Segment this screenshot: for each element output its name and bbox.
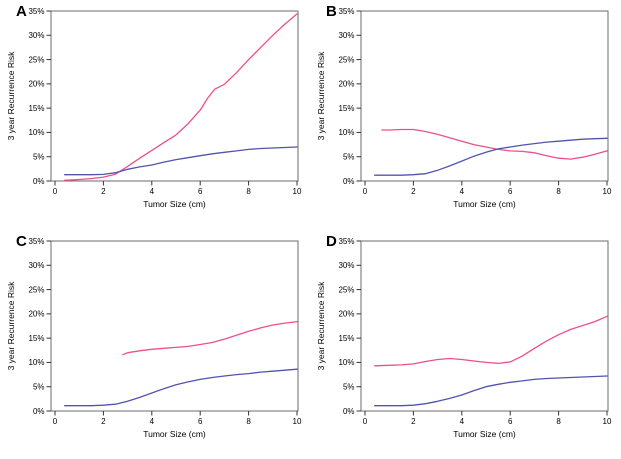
plot-frame [360, 240, 609, 412]
blue-line [64, 146, 298, 176]
panel-label-b: B [326, 3, 338, 20]
y-tick-label: 30% [338, 31, 354, 40]
x-tick-label: 10 [293, 187, 302, 196]
y-tick-label: 20% [28, 80, 44, 89]
x-tick-label: 2 [101, 187, 106, 196]
y-tick-label: 35% [28, 237, 44, 246]
panel-b: B 3 year Recurrence Risk 0% 5% 10% 15% 20% 25… [310, 0, 621, 230]
y-tick-label: 0% [33, 407, 45, 416]
panel-d: D 3 year Recurrence Risk 0% 5% 10% 15% 20% 25… [310, 230, 621, 459]
y-tick-label: 15% [28, 104, 44, 113]
x-tick-label: 8 [556, 187, 561, 196]
pink-line [374, 315, 608, 367]
x-axis-title: Tumor Size (cm) [453, 429, 516, 439]
x-tick-label: 10 [603, 187, 612, 196]
x-tick-label: 0 [363, 187, 368, 196]
y-tick-label: 0% [343, 177, 355, 186]
y-tick-label: 35% [338, 237, 354, 246]
line-chart-a: 0% 5% 10% 15% 20% 25% 30% 35% 0 2 4 6 8 10 [28, 7, 302, 196]
y-tick-label: 5% [343, 153, 355, 162]
pink-line [64, 13, 298, 181]
y-tick-label: 15% [28, 334, 44, 343]
y-tick-label: 20% [338, 80, 354, 89]
x-tick-label: 10 [293, 417, 302, 426]
y-tick-label: 10% [28, 128, 44, 137]
y-tick-label: 10% [338, 358, 354, 367]
x-tick-label: 4 [150, 417, 155, 426]
y-tick-label: 0% [33, 177, 45, 186]
x-tick-label: 0 [53, 417, 58, 426]
x-tick-label: 2 [101, 417, 106, 426]
y-tick-label: 10% [338, 128, 354, 137]
blue-line [374, 137, 608, 176]
x-tick-label: 10 [603, 417, 612, 426]
y-tick-label: 15% [338, 104, 354, 113]
x-tick-label: 2 [411, 417, 416, 426]
panel-label-c: C [16, 233, 28, 250]
line-chart-c: 0% 5% 10% 15% 20% 25% 30% 35% 0 2 4 6 8 10 [28, 237, 302, 426]
y-tick-label: 30% [28, 261, 44, 270]
y-tick-label: 15% [338, 334, 354, 343]
y-tick-label: 30% [28, 31, 44, 40]
pink-line [122, 320, 298, 356]
x-tick-label: 4 [460, 417, 465, 426]
x-axis-title: Tumor Size (cm) [453, 199, 516, 209]
x-axis-title: Tumor Size (cm) [143, 429, 206, 439]
y-tick-label: 20% [338, 310, 354, 319]
blue-line [374, 375, 608, 407]
y-tick-label: 35% [338, 7, 354, 16]
y-tick-label: 5% [343, 383, 355, 392]
panel-c: C 3 year Recurrence Risk 0% 5% 10% 15% 20% 25… [0, 230, 310, 459]
y-tick-label: 35% [28, 7, 44, 16]
blue-line [64, 368, 298, 407]
y-tick-label: 30% [338, 261, 354, 270]
x-tick-label: 6 [198, 417, 203, 426]
panel-a: A 3 year Recurrence Risk 0% 5% 10% 15% 20% 25… [0, 0, 310, 230]
line-chart-d: 0% 5% 10% 15% 20% 25% 30% 35% 0 2 4 6 8 10 [338, 237, 612, 426]
x-tick-label: 8 [556, 417, 561, 426]
x-tick-label: 0 [363, 417, 368, 426]
x-tick-label: 8 [246, 417, 251, 426]
y-tick-label: 0% [343, 407, 355, 416]
x-tick-label: 6 [508, 417, 513, 426]
y-tick-label: 5% [33, 383, 45, 392]
plot-frame [360, 10, 609, 182]
plot-frame [50, 240, 299, 412]
y-tick-label: 20% [28, 310, 44, 319]
y-tick-label: 5% [33, 153, 45, 162]
x-tick-label: 6 [508, 187, 513, 196]
y-tick-label: 25% [28, 285, 44, 294]
y-tick-label: 25% [338, 55, 354, 64]
x-tick-label: 8 [246, 187, 251, 196]
y-tick-label: 25% [28, 55, 44, 64]
x-tick-label: 4 [460, 187, 465, 196]
y-tick-label: 25% [338, 285, 354, 294]
line-chart-b: 0% 5% 10% 15% 20% 25% 30% 35% 0 2 4 6 8 10 [338, 7, 612, 196]
pink-line [381, 128, 608, 160]
x-tick-label: 0 [53, 187, 58, 196]
plot-frame [50, 10, 299, 182]
x-tick-label: 2 [411, 187, 416, 196]
x-tick-label: 4 [150, 187, 155, 196]
panel-label-d: D [326, 233, 338, 250]
panel-label-a: A [16, 3, 28, 20]
y-tick-label: 10% [28, 358, 44, 367]
x-tick-label: 6 [198, 187, 203, 196]
x-axis-title: Tumor Size (cm) [143, 199, 206, 209]
